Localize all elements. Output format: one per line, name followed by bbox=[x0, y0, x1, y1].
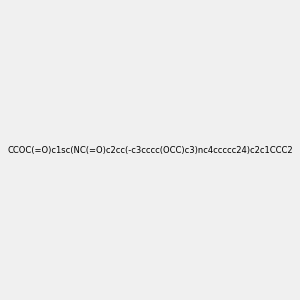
Text: CCOC(=O)c1sc(NC(=O)c2cc(-c3cccc(OCC)c3)nc4ccccc24)c2c1CCC2: CCOC(=O)c1sc(NC(=O)c2cc(-c3cccc(OCC)c3)n… bbox=[7, 146, 293, 154]
